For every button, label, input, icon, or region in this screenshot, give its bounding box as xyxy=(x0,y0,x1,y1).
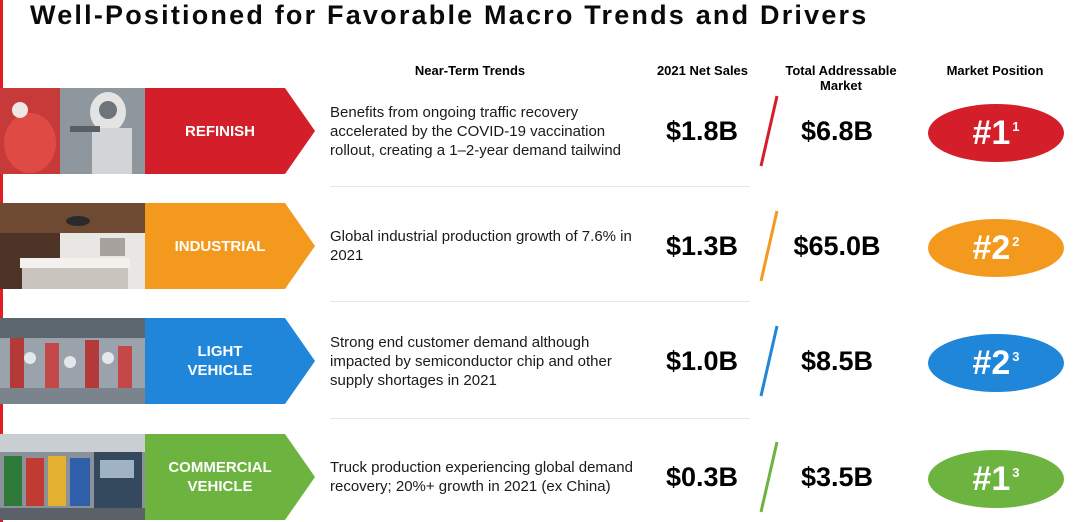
segment-label: COMMERCIAL VEHICLE xyxy=(168,459,272,495)
tam-value: $65.0B xyxy=(793,230,881,261)
market-position-rank: #2 xyxy=(972,228,1011,267)
segment-label: REFINISH xyxy=(184,122,255,140)
footnote-marker: 3 xyxy=(1012,348,1020,364)
segment-chevron-refinish: REFINISH xyxy=(145,88,315,174)
header-net-sales: 2021 Net Sales xyxy=(656,63,749,78)
near-term-trend-text: Global industrial production growth of 7… xyxy=(330,228,632,264)
header-total-addressable-market: Total Addressable Market xyxy=(785,63,897,93)
divider-slash xyxy=(759,441,779,513)
market-position-rank: #2 xyxy=(972,343,1011,382)
market-position-rank: #1 xyxy=(972,459,1011,498)
net-sales-value: $1.0B xyxy=(665,345,739,376)
row-separator xyxy=(330,418,750,419)
painter-spraying-car-photo xyxy=(0,88,145,174)
segment-chevron-industrial: INDUSTRIAL xyxy=(145,203,315,289)
near-term-trend-text: Benefits from ongoing traffic recovery a… xyxy=(330,103,621,159)
net-sales-value: $0.3B xyxy=(665,461,739,492)
segment-row-refinish: REFINISH Benefits from ongoing traffic r… xyxy=(0,88,1080,174)
divider-slash xyxy=(759,210,779,282)
segment-row-light-vehicle: LIGHT VEHICLE Strong end customer demand… xyxy=(0,318,1080,404)
row-separator xyxy=(330,186,750,187)
row-separator xyxy=(330,301,750,302)
footnote-marker: 2 xyxy=(1012,233,1020,249)
market-position-badge: #1 3 xyxy=(928,450,1064,508)
market-position-badge: #2 3 xyxy=(928,334,1064,392)
segment-label: LIGHT VEHICLE xyxy=(187,343,253,379)
tam-value: $3.5B xyxy=(800,461,874,492)
net-sales-value: $1.3B xyxy=(665,230,739,261)
footnote-marker: 3 xyxy=(1012,464,1020,480)
segment-row-industrial: INDUSTRIAL Global industrial production … xyxy=(0,203,1080,289)
divider-slash xyxy=(759,95,779,167)
truck-production-line-photo xyxy=(0,434,145,520)
header-market-position: Market Position xyxy=(946,63,1044,78)
segment-chevron-commercial-vehicle: COMMERCIAL VEHICLE xyxy=(145,434,315,520)
tam-value: $6.8B xyxy=(800,115,874,146)
market-position-badge: #1 1 xyxy=(928,104,1064,162)
footnote-marker: 1 xyxy=(1012,118,1020,134)
near-term-trend-text: Strong end customer demand although impa… xyxy=(330,333,612,389)
modern-kitchen-photo xyxy=(0,203,145,289)
segment-chevron-light-vehicle: LIGHT VEHICLE xyxy=(145,318,315,404)
tam-value: $8.5B xyxy=(800,345,874,376)
robotic-car-assembly-photo xyxy=(0,318,145,404)
page-title: Well-Positioned for Favorable Macro Tren… xyxy=(30,0,869,30)
segment-row-commercial-vehicle: COMMERCIAL VEHICLE Truck production expe… xyxy=(0,434,1080,520)
near-term-trend-text: Truck production experiencing global dem… xyxy=(330,459,633,495)
net-sales-value: $1.8B xyxy=(665,115,739,146)
market-position-rank: #1 xyxy=(972,113,1011,152)
market-position-badge: #2 2 xyxy=(928,219,1064,277)
divider-slash xyxy=(759,325,779,397)
header-near-term-trends: Near-Term Trends xyxy=(414,63,526,78)
segment-label: INDUSTRIAL xyxy=(174,237,266,255)
